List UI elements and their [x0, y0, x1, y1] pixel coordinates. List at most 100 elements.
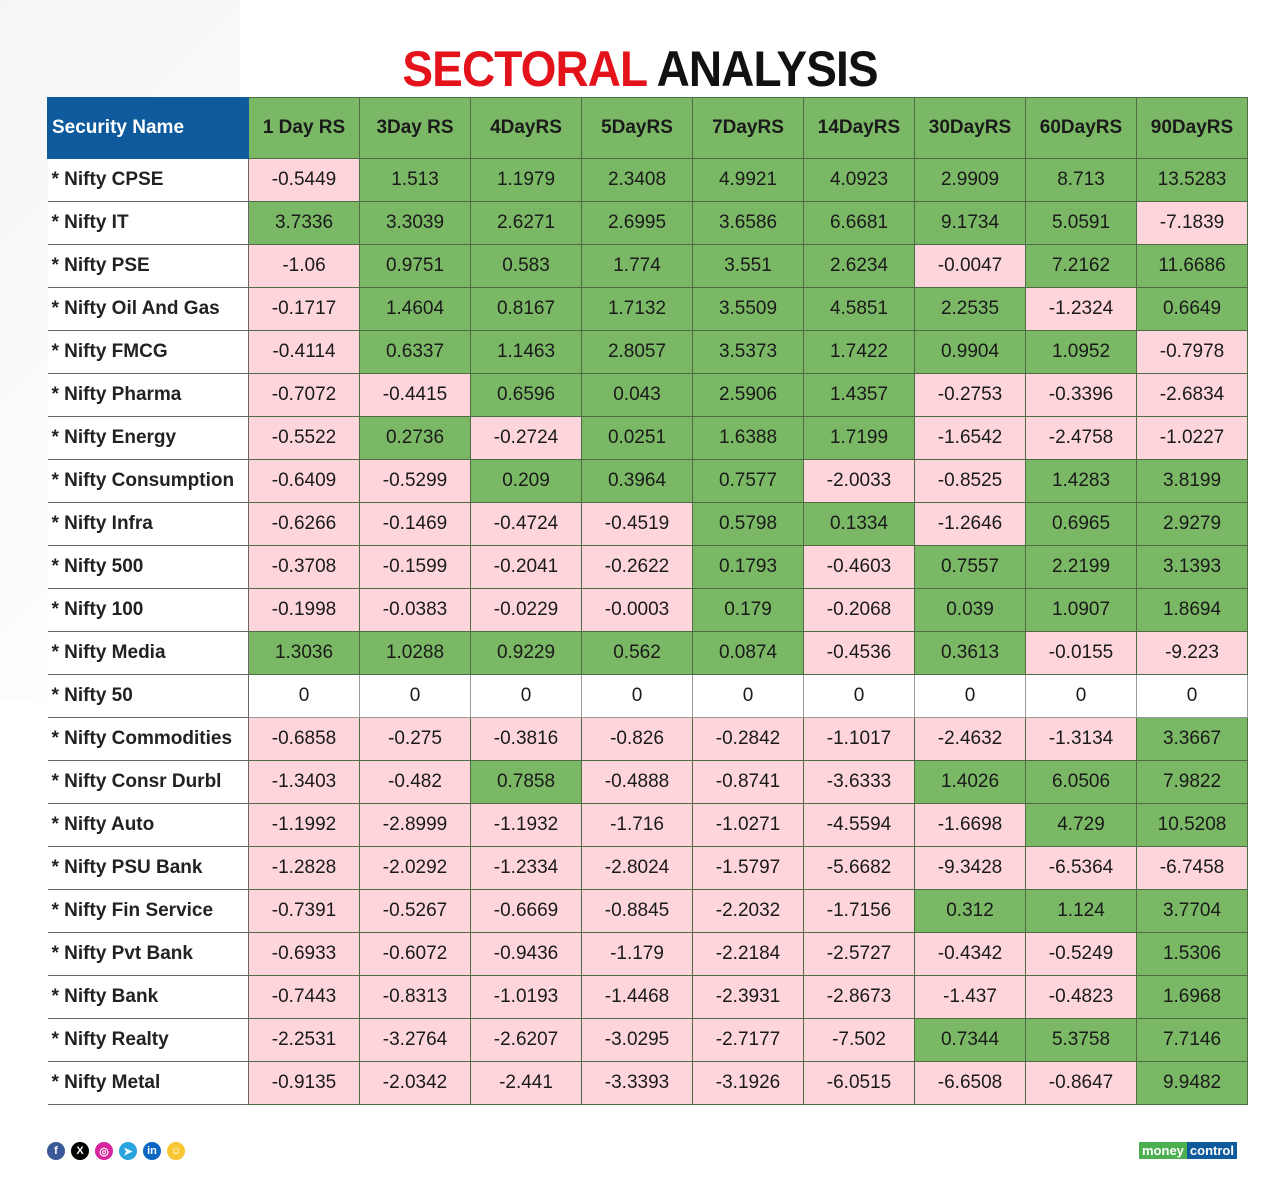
value-cell: -3.2764 — [359, 1018, 471, 1062]
snapchat-icon[interactable]: ☺ — [167, 1142, 185, 1160]
table-row: * Nifty Consumption -0.6409 -0.5299 0.209 0.… — [47, 459, 1248, 503]
value-cell: 0.179 — [692, 588, 804, 632]
value-cell: -0.4114 — [248, 330, 360, 374]
security-name: * Nifty Consr Durbl — [47, 760, 249, 804]
security-name: * Nifty Auto — [47, 803, 249, 847]
value-cell: -6.7458 — [1136, 846, 1248, 890]
column-header: 1 Day RS — [248, 97, 360, 159]
table-row: * Nifty FMCG -0.4114 0.6337 1.1463 2.8057 3.5… — [47, 330, 1248, 374]
table-row: * Nifty Infra -0.6266 -0.1469 -0.4724 -0.451… — [47, 502, 1248, 546]
title-black: ANALYSIS — [656, 41, 879, 97]
value-cell: -0.0003 — [581, 588, 693, 632]
value-cell: 0.0874 — [692, 631, 804, 675]
instagram-icon[interactable]: ◎ — [95, 1142, 113, 1160]
security-name: * Nifty Oil And Gas — [47, 287, 249, 331]
value-cell: -0.275 — [359, 717, 471, 761]
value-cell: -0.1717 — [248, 287, 360, 331]
title-red: SECTORAL — [402, 41, 647, 97]
value-cell: 1.513 — [359, 158, 471, 202]
value-cell: 7.7146 — [1136, 1018, 1248, 1062]
value-cell: -0.3708 — [248, 545, 360, 589]
value-cell: 1.4604 — [359, 287, 471, 331]
facebook-icon[interactable]: f — [47, 1142, 65, 1160]
value-cell: 0.6965 — [1025, 502, 1137, 546]
value-cell: -4.5594 — [803, 803, 915, 847]
value-cell: 11.6686 — [1136, 244, 1248, 288]
value-cell: 7.9822 — [1136, 760, 1248, 804]
column-header: 14DayRS — [803, 97, 915, 159]
value-cell: 0.039 — [914, 588, 1026, 632]
value-cell: -0.7978 — [1136, 330, 1248, 374]
value-cell: -1.2324 — [1025, 287, 1137, 331]
value-cell: 3.7704 — [1136, 889, 1248, 933]
security-name: * Nifty 100 — [47, 588, 249, 632]
value-cell: -0.6072 — [359, 932, 471, 976]
value-cell: 1.4283 — [1025, 459, 1137, 503]
value-cell: -0.2068 — [803, 588, 915, 632]
value-cell: 1.1463 — [470, 330, 582, 374]
security-name: * Nifty Metal — [47, 1061, 249, 1105]
value-cell: -2.5727 — [803, 932, 915, 976]
linkedin-icon[interactable]: in — [143, 1142, 161, 1160]
value-cell: 9.9482 — [1136, 1061, 1248, 1105]
value-cell: -7.502 — [803, 1018, 915, 1062]
value-cell: 1.4026 — [914, 760, 1026, 804]
table-row: * Nifty PSU Bank -1.2828 -2.0292 -1.2334 -2.… — [47, 846, 1248, 890]
value-cell: 1.4357 — [803, 373, 915, 417]
value-cell: -1.179 — [581, 932, 693, 976]
table-row: * Nifty Auto -1.1992 -2.8999 -1.1932 -1.716-… — [47, 803, 1248, 847]
value-cell: 10.5208 — [1136, 803, 1248, 847]
value-cell: -0.6669 — [470, 889, 582, 933]
table-row: * Nifty Media 1.3036 1.0288 0.9229 0.562 0.08… — [47, 631, 1248, 675]
value-cell: 5.0591 — [1025, 201, 1137, 245]
value-cell: 0 — [1136, 674, 1248, 718]
security-name: * Nifty CPSE — [47, 158, 249, 202]
value-cell: -0.9135 — [248, 1061, 360, 1105]
value-cell: 3.3039 — [359, 201, 471, 245]
column-header: 7DayRS — [692, 97, 804, 159]
value-cell: -0.1469 — [359, 502, 471, 546]
column-header: 5DayRS — [581, 97, 693, 159]
value-cell: -1.1017 — [803, 717, 915, 761]
value-cell: -2.6834 — [1136, 373, 1248, 417]
value-cell: 0.3964 — [581, 459, 693, 503]
value-cell: -6.5364 — [1025, 846, 1137, 890]
value-cell: -0.0383 — [359, 588, 471, 632]
x-icon[interactable]: X — [71, 1142, 89, 1160]
value-cell: -0.5267 — [359, 889, 471, 933]
table-row: * Nifty CPSE -0.5449 1.513 1.1979 2.3408 4.99… — [47, 158, 1248, 202]
value-cell: -1.06 — [248, 244, 360, 288]
value-cell: 0.562 — [581, 631, 693, 675]
value-cell: -7.1839 — [1136, 201, 1248, 245]
value-cell: 2.9279 — [1136, 502, 1248, 546]
value-cell: -0.0229 — [470, 588, 582, 632]
value-cell: -0.3816 — [470, 717, 582, 761]
value-cell: 1.1979 — [470, 158, 582, 202]
value-cell: 7.2162 — [1025, 244, 1137, 288]
value-cell: -0.4415 — [359, 373, 471, 417]
value-cell: -0.5249 — [1025, 932, 1137, 976]
value-cell: -0.6933 — [248, 932, 360, 976]
telegram-icon[interactable]: ➤ — [119, 1142, 137, 1160]
value-cell: 0.6596 — [470, 373, 582, 417]
table-row: * Nifty Energy -0.5522 0.2736 -0.2724 0.0251… — [47, 416, 1248, 460]
value-cell: -5.6682 — [803, 846, 915, 890]
value-cell: -0.7391 — [248, 889, 360, 933]
value-cell: -0.4536 — [803, 631, 915, 675]
value-cell: 13.5283 — [1136, 158, 1248, 202]
value-cell: 0.7344 — [914, 1018, 1026, 1062]
security-name: * Nifty Fin Service — [47, 889, 249, 933]
value-cell: 1.6968 — [1136, 975, 1248, 1019]
value-cell: -3.6333 — [803, 760, 915, 804]
value-cell: -0.0155 — [1025, 631, 1137, 675]
value-cell: -0.6409 — [248, 459, 360, 503]
value-cell: -1.2334 — [470, 846, 582, 890]
value-cell: -1.437 — [914, 975, 1026, 1019]
value-cell: -0.482 — [359, 760, 471, 804]
table-row: * Nifty Fin Service -0.7391 -0.5267 -0.6669… — [47, 889, 1248, 933]
value-cell: 0.583 — [470, 244, 582, 288]
value-cell: -2.0342 — [359, 1061, 471, 1105]
value-cell: 0 — [581, 674, 693, 718]
table-row: * Nifty Realty -2.2531 -3.2764 -2.6207 -3.02… — [47, 1018, 1248, 1062]
value-cell: -2.2531 — [248, 1018, 360, 1062]
